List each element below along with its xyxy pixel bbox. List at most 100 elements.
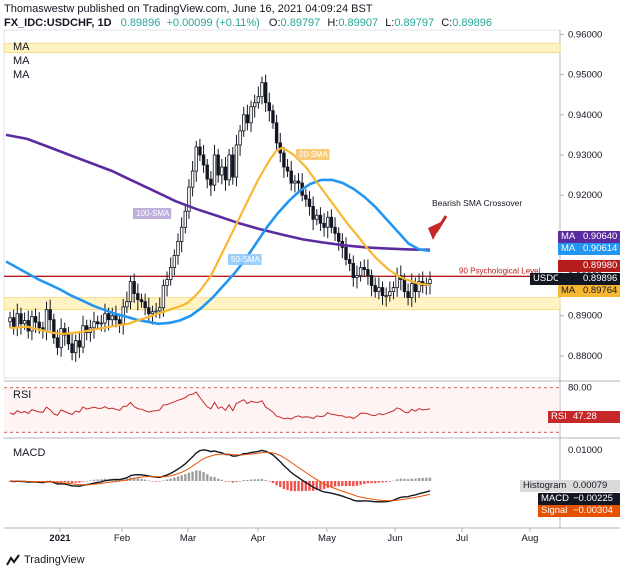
candle-body	[212, 154, 217, 186]
histogram-label: Histogram	[520, 480, 570, 492]
candle-body	[413, 283, 418, 293]
candle-body	[22, 320, 27, 325]
candle-body	[216, 154, 220, 176]
macd-histogram-bar	[147, 480, 150, 482]
candle-body	[165, 279, 169, 286]
macd-histogram-bar	[377, 480, 381, 483]
macd-histogram-bar	[96, 479, 99, 481]
candle-body	[373, 285, 377, 293]
macd-histogram-bar	[257, 479, 260, 481]
macd-histogram-bar	[89, 480, 92, 481]
macd-histogram-bar	[297, 480, 300, 492]
macd-histogram-bar	[238, 480, 242, 482]
candle-body	[30, 316, 34, 332]
close-label: C:	[441, 17, 453, 29]
signal-line	[9, 451, 431, 502]
crossover-annotation: Bearish SMA Crossover	[432, 198, 522, 208]
candle-body	[154, 310, 158, 313]
open-value: 0.89797	[280, 17, 321, 29]
ma50-annotation-bg	[228, 254, 262, 265]
macd-tick-top: 0.01000	[568, 445, 602, 456]
y-tick-label: 0.94000	[568, 110, 602, 121]
candle-body	[48, 309, 52, 321]
macd-histogram-bar	[417, 478, 421, 481]
rsi-label-tag: RSI	[548, 411, 570, 423]
tradingview-logo-icon	[6, 554, 20, 566]
crossover-arrow-shaft	[434, 215, 448, 233]
candle-body	[417, 281, 421, 293]
candle-body	[322, 222, 326, 228]
candle-body	[205, 164, 209, 180]
macd-histogram-bar	[78, 480, 81, 483]
candle-body	[172, 255, 177, 268]
y-tick-label: 0.92000	[568, 190, 602, 201]
candle-body	[307, 198, 312, 207]
macd-histogram-bar	[122, 479, 125, 481]
macd-histogram-bar	[337, 480, 340, 487]
macd-histogram-bar	[253, 479, 256, 481]
macd-histogram-bar	[235, 480, 238, 482]
candle-body	[114, 315, 118, 321]
open-label: O:	[268, 17, 281, 29]
macd-histogram-bar	[216, 478, 220, 481]
ma20-annotation: 20-SMA	[299, 150, 329, 159]
macd-histogram-bar	[158, 480, 161, 482]
last-price: 0.89896	[120, 17, 161, 29]
candle-body	[384, 295, 388, 298]
macd-histogram-bar	[395, 479, 399, 481]
macd-histogram-bar	[403, 478, 406, 481]
low-label: L:	[385, 17, 395, 29]
macd-histogram-bar	[143, 479, 147, 481]
candle-body	[143, 301, 147, 309]
macd-histogram-bar	[140, 478, 143, 481]
candle-body	[315, 214, 319, 220]
macd-histogram-bar	[103, 478, 107, 481]
candle-body	[150, 311, 155, 315]
candle-body	[380, 287, 385, 297]
candle-body	[227, 154, 231, 181]
ma20-price-tag: MA 0.89764	[558, 285, 620, 297]
macd-histogram-bar	[381, 480, 384, 483]
candle-body	[355, 275, 359, 278]
macd-histogram-bar	[428, 477, 432, 481]
macd-histogram-bar	[227, 480, 231, 482]
candle-body	[183, 210, 188, 228]
ma100-annotation: 100-SMA	[136, 209, 170, 218]
rsi-band	[4, 387, 560, 433]
legend-ma-2: MA	[13, 55, 30, 67]
symbol-line: FX_IDC:USDCHF, 1D 0.89896 +0.00099 (+0.1…	[4, 17, 492, 29]
macd-histogram-bar	[370, 480, 373, 484]
candle-body	[110, 315, 114, 321]
candles	[8, 74, 432, 362]
macd-histogram-bar	[81, 480, 85, 482]
macd-histogram-bar	[271, 480, 275, 484]
candle-body	[282, 152, 286, 168]
macd-histogram-bar	[330, 480, 333, 488]
candle-body	[81, 325, 85, 348]
candle-body	[256, 96, 261, 104]
macd-histogram-bar	[304, 480, 308, 491]
candle-body	[95, 321, 100, 325]
candle-body	[179, 226, 184, 242]
symbol-label: FX_IDC:USDCHF, 1D	[4, 17, 112, 29]
macd-histogram-bar	[41, 480, 45, 482]
candle-body	[271, 110, 275, 124]
candle-body	[242, 114, 246, 132]
macd-histogram-bar	[399, 478, 402, 481]
candle-body	[132, 281, 136, 295]
macd-histogram-bar	[341, 480, 344, 487]
candle-body	[59, 328, 63, 348]
psych-level-tag: 0.89980	[558, 260, 620, 272]
candle-body	[347, 259, 352, 264]
candle-body	[74, 340, 78, 354]
candle-body	[333, 226, 337, 234]
histogram-value: 0.00079	[570, 480, 620, 492]
macd-histogram-bar	[173, 477, 176, 481]
candle-body	[77, 340, 82, 348]
ma50-line	[5, 178, 431, 326]
high-value: 0.89907	[338, 17, 379, 29]
macd-histogram-bar	[246, 479, 249, 481]
candle-body	[428, 279, 432, 284]
macd-histogram-bar	[213, 476, 216, 481]
